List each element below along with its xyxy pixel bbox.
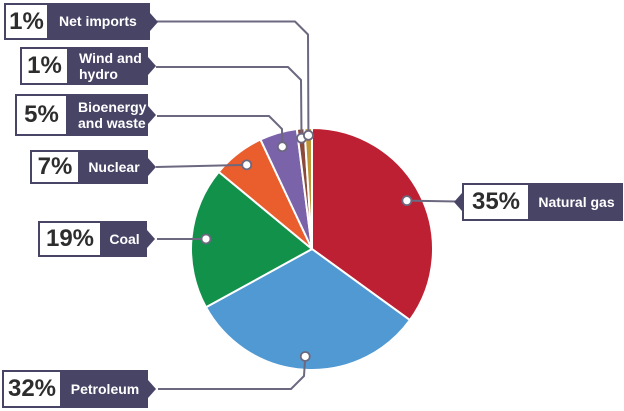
anchor-dot-net-imports [303, 129, 314, 141]
category-label-text: Nuclear [88, 158, 140, 175]
leader-line-net-imports [156, 20, 310, 136]
callout-pointer-icon [148, 106, 156, 124]
pct-badge-petroleum: 32% [2, 370, 62, 408]
category-label-petroleum: Petroleum [62, 370, 156, 408]
category-label-text: Petroleum [70, 380, 140, 397]
pct-badge-wind-and-hydro: 1% [20, 47, 69, 85]
callout-pointer-icon [148, 57, 156, 75]
pct-badge-natural-gas: 35% [462, 183, 530, 221]
callout-petroleum: 32% Petroleum [2, 370, 156, 408]
pct-badge-nuclear: 7% [30, 150, 80, 184]
callout-wind-and-hydro: 1% Wind and hydro [20, 47, 156, 85]
callout-nuclear: 7% Nuclear [30, 150, 156, 184]
callout-pointer-icon [147, 230, 155, 248]
category-label-text: Bioenergy and waste [78, 98, 147, 131]
category-label-bioenergy-and-waste: Bioenergy and waste [68, 94, 156, 136]
category-label-text: Wind and hydro [79, 49, 142, 82]
leader-line-petroleum [158, 356, 307, 390]
leader-line-nuclear [155, 163, 247, 168]
pct-badge-coal: 19% [38, 221, 102, 257]
pie-slice-natural-gas [311, 127, 434, 322]
callout-coal: 19% Coal [38, 221, 155, 257]
callout-pointer-icon [148, 380, 156, 398]
category-label-coal: Coal [102, 221, 155, 257]
anchor-dot-nuclear [241, 159, 253, 171]
anchor-dot-natural-gas [401, 195, 413, 207]
category-label-nuclear: Nuclear [80, 150, 156, 184]
category-label-text: Natural gas [538, 193, 615, 210]
callout-natural-gas: 35% Natural gas [454, 183, 623, 221]
pct-badge-bioenergy-and-waste: 5% [15, 94, 68, 136]
category-label-natural-gas: Natural gas [530, 183, 623, 221]
callout-bioenergy-and-waste: 5% Bioenergy and waste [15, 94, 156, 136]
category-label-text: Coal [109, 230, 140, 247]
anchor-dot-coal [200, 233, 212, 245]
anchor-dot-bioenergy-and-waste [276, 141, 288, 153]
category-label-text: Net imports [59, 13, 137, 30]
callout-pointer-icon [150, 12, 158, 31]
anchor-dot-petroleum [299, 351, 311, 362]
category-label-wind-and-hydro: Wind and hydro [69, 47, 156, 85]
pie-slice-coal [190, 170, 313, 309]
callout-net-imports: 1% Net imports [4, 3, 158, 40]
callout-pointer-icon [454, 193, 462, 211]
leader-line-wind-and-hydro [156, 66, 303, 139]
leader-line-natural-gas [406, 199, 458, 203]
category-label-net-imports: Net imports [49, 3, 158, 40]
callout-pointer-icon [148, 158, 156, 176]
leader-line-bioenergy-and-waste [157, 115, 284, 147]
pct-badge-net-imports: 1% [4, 3, 49, 40]
